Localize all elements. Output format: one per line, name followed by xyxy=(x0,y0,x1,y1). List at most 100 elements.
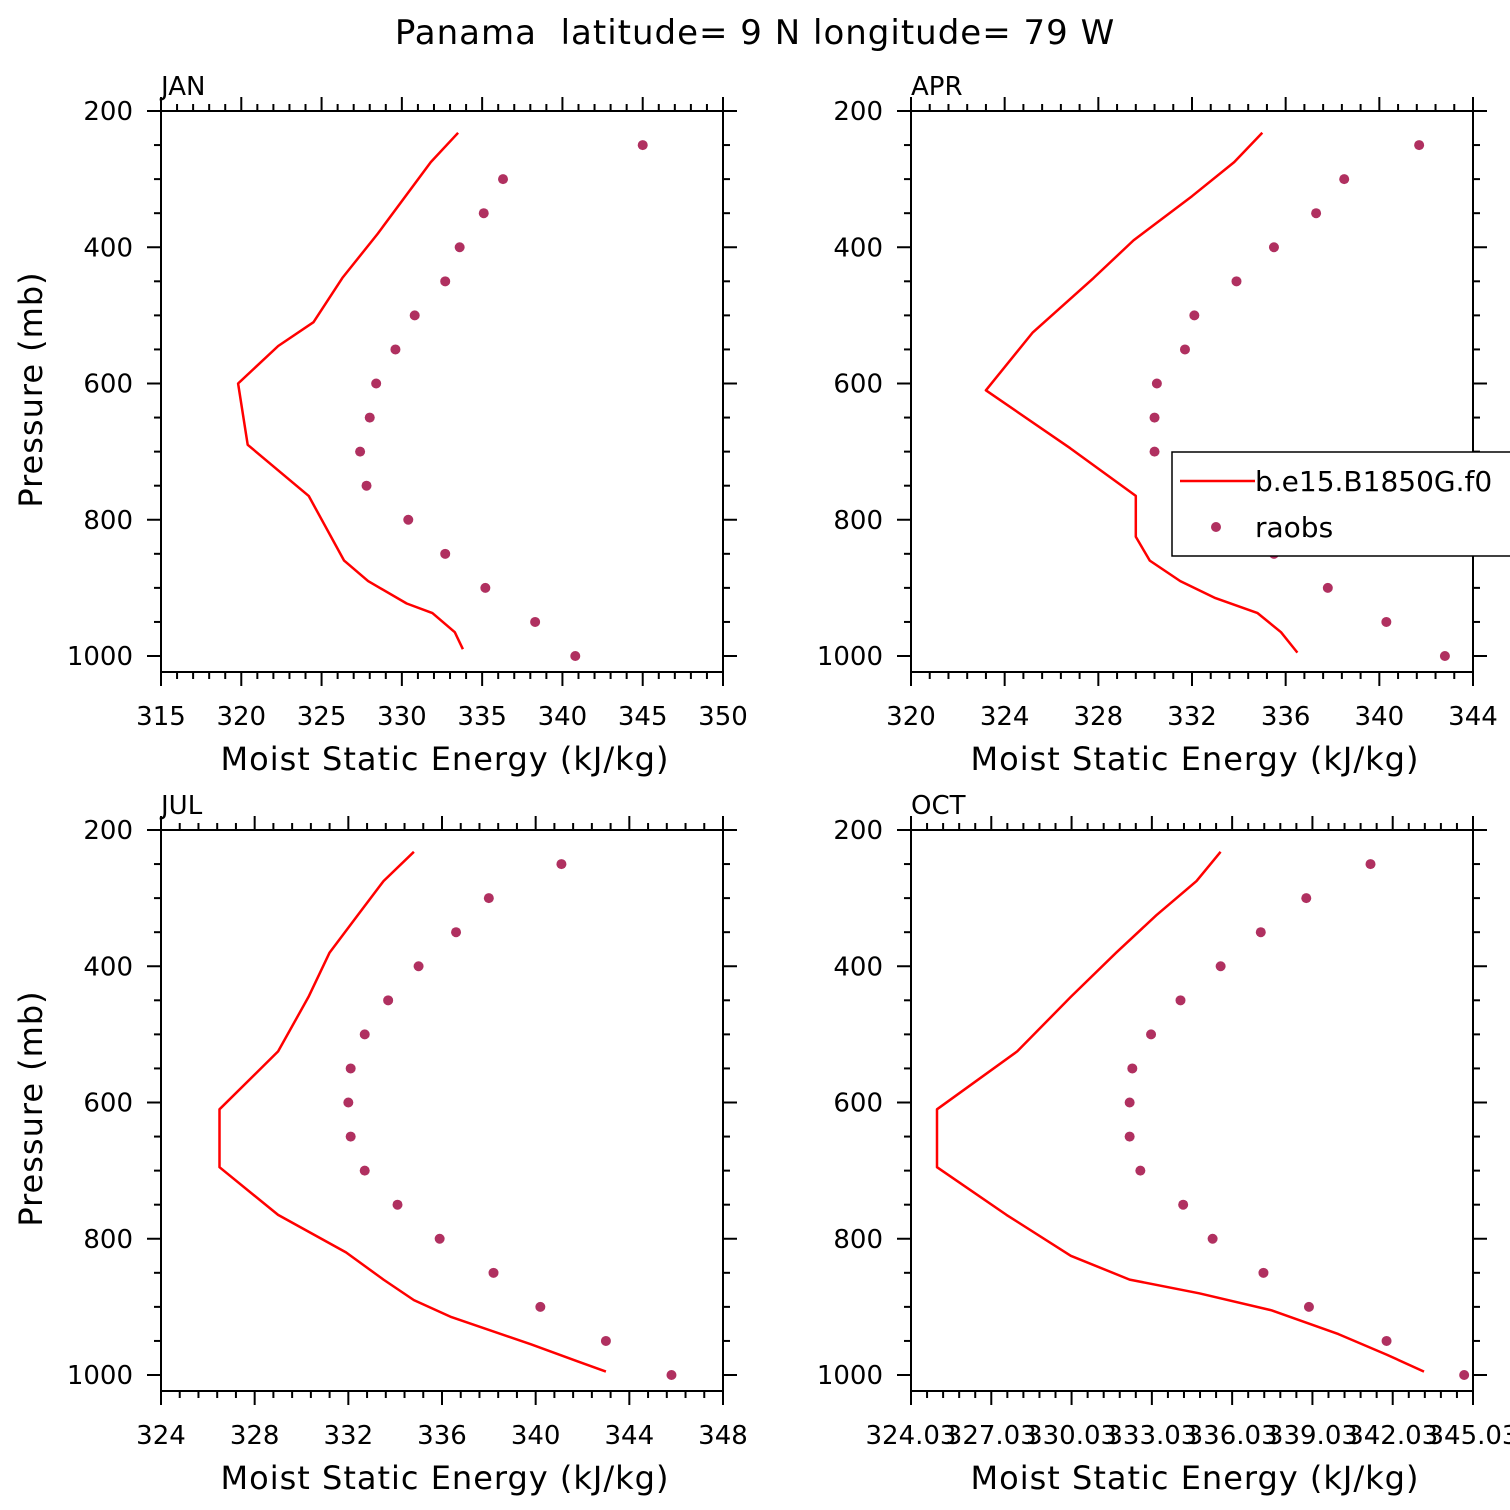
obs-point xyxy=(1149,412,1160,423)
obs-point xyxy=(1149,446,1160,457)
obs-point xyxy=(383,995,394,1006)
obs-point xyxy=(666,1370,677,1380)
obs-point xyxy=(1175,995,1186,1006)
obs-point xyxy=(409,310,420,321)
panel-title: JAN xyxy=(159,72,205,102)
obs-point xyxy=(343,1097,354,1108)
obs-point xyxy=(1124,1097,1135,1108)
x-tick-label: 332 xyxy=(324,1421,374,1451)
y-tick-label: 800 xyxy=(833,1225,883,1255)
x-tick-label: 345 xyxy=(618,702,668,732)
x-tick-label: 345.03 xyxy=(1428,1421,1510,1451)
obs-point xyxy=(451,927,462,938)
x-tick-label: 336.03 xyxy=(1187,1421,1278,1451)
model-profile-line xyxy=(218,850,607,1373)
x-tick-label: 340 xyxy=(1355,702,1405,732)
obs-point xyxy=(454,242,465,253)
panel-jan: JAN 315 320 325 330 335 340 345 350 200 400 600 800 1… xyxy=(12,72,748,778)
obs-point xyxy=(355,446,366,457)
y-axis-title: Pressure (mb) xyxy=(12,990,50,1226)
obs-point xyxy=(600,1335,611,1346)
obs-point xyxy=(478,208,489,219)
y-tick-label: 200 xyxy=(83,816,133,846)
obs-point xyxy=(1135,1165,1146,1176)
y-tick-label: 400 xyxy=(83,952,133,982)
x-tick-label: 339.03 xyxy=(1267,1421,1358,1451)
y-tick-label: 1000 xyxy=(817,642,883,672)
obs-point xyxy=(1258,1267,1269,1278)
obs-point xyxy=(530,616,541,627)
obs-point xyxy=(1301,893,1312,904)
obs-point xyxy=(1414,140,1425,151)
obs-point xyxy=(483,893,494,904)
x-tick-label: 342.03 xyxy=(1347,1421,1438,1451)
y-tick-label: 600 xyxy=(833,370,883,400)
x-tick-label: 344 xyxy=(605,1421,655,1451)
x-tick-label: 340 xyxy=(511,1421,561,1451)
obs-point xyxy=(1215,961,1226,972)
y-tick-label: 800 xyxy=(83,506,133,536)
x-tick-label: 328 xyxy=(230,1421,280,1451)
legend-frame xyxy=(1171,451,1510,557)
obs-point xyxy=(1207,1233,1218,1244)
y-tick-label: 400 xyxy=(83,233,133,263)
legend-model-label: b.e15.B1850G.f0 xyxy=(1255,465,1492,498)
obs-point xyxy=(570,651,581,661)
legend-point-swatch xyxy=(1211,522,1221,532)
x-tick-label: 350 xyxy=(698,702,748,732)
x-axis-title: Moist Static Energy (kJ/kg) xyxy=(971,740,1420,778)
x-tick-label: 324 xyxy=(980,702,1030,732)
y-tick-label: 800 xyxy=(83,1225,133,1255)
obs-point xyxy=(390,344,401,355)
obs-point xyxy=(1339,174,1350,185)
y-tick-label: 600 xyxy=(83,370,133,400)
x-tick-label: 328 xyxy=(1074,702,1124,732)
x-tick-label: 344 xyxy=(1448,702,1498,732)
figure-title: Panama latitude= 9 N longitude= 79 W xyxy=(395,13,1115,53)
x-tick-label: 332 xyxy=(1167,702,1217,732)
x-tick-label: 336 xyxy=(417,1421,467,1451)
obs-point xyxy=(1439,651,1450,661)
panel-oct: OCT324.03327.03330.03333.03336.03339.033… xyxy=(817,791,1510,1497)
obs-point xyxy=(1381,1335,1392,1346)
x-tick-label: 327.03 xyxy=(946,1421,1037,1451)
obs-point xyxy=(1268,242,1279,253)
obs-point xyxy=(434,1233,445,1244)
obs-point xyxy=(364,412,375,423)
obs-point xyxy=(1151,378,1162,389)
y-tick-label: 200 xyxy=(833,97,883,127)
obs-point xyxy=(392,1199,403,1210)
panel-title: JUL xyxy=(159,791,203,821)
x-tick-label: 335 xyxy=(457,702,507,732)
y-tick-label: 600 xyxy=(83,1089,133,1119)
y-axis-title: Pressure (mb) xyxy=(12,271,50,507)
panel-title: OCT xyxy=(911,791,966,821)
obs-point xyxy=(1179,344,1190,355)
panel-jul: JUL 324 328 332 336 340 344 348 200 400 600 800 1000… xyxy=(12,791,748,1497)
model-profile-line xyxy=(236,131,465,650)
x-tick-label: 320 xyxy=(886,702,936,732)
obs-point xyxy=(1381,616,1392,627)
plot-frame xyxy=(910,829,1474,1392)
obs-point xyxy=(359,1029,370,1040)
obs-point xyxy=(1178,1199,1189,1210)
x-tick-label: 336 xyxy=(1261,702,1311,732)
x-tick-label: 340 xyxy=(538,702,588,732)
y-tick-label: 200 xyxy=(833,816,883,846)
y-tick-label: 1000 xyxy=(67,1361,133,1391)
obs-point xyxy=(371,378,382,389)
x-axis-title: Moist Static Energy (kJ/kg) xyxy=(221,1459,670,1497)
x-axis-title: Moist Static Energy (kJ/kg) xyxy=(971,1459,1420,1497)
obs-point xyxy=(440,276,451,287)
obs-point xyxy=(480,582,491,593)
obs-point xyxy=(345,1063,356,1074)
obs-point xyxy=(1311,208,1322,219)
legend: b.e15.B1850G.f0 raobs xyxy=(1171,451,1510,557)
y-tick-label: 1000 xyxy=(817,1361,883,1391)
panel-title: APR xyxy=(911,72,963,102)
obs-point xyxy=(359,1165,370,1176)
obs-point xyxy=(1127,1063,1138,1074)
x-tick-label: 333.03 xyxy=(1106,1421,1197,1451)
x-tick-label: 325 xyxy=(297,702,347,732)
